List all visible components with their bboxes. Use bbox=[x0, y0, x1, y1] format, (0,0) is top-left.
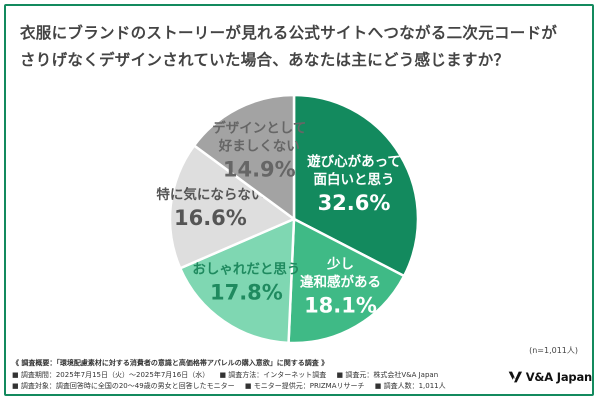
card-frame bbox=[4, 4, 594, 396]
logo-mark-icon bbox=[508, 371, 523, 383]
sample-size-label: (n=1,011人) bbox=[529, 346, 578, 355]
pie-slice-5 bbox=[192, 93, 296, 222]
survey-method: ■ 調査方法：インターネット調査 bbox=[219, 370, 327, 379]
company-logo: V&A Japan bbox=[508, 364, 592, 390]
slice-label-1-line1: 遊び心があって bbox=[307, 153, 401, 170]
slice-value-1: 32.6% bbox=[318, 191, 391, 215]
logo-text: V&A Japan bbox=[525, 370, 592, 384]
slice-value-2: 18.1% bbox=[304, 293, 377, 317]
slice-label-5-line1: デザインとして bbox=[212, 119, 306, 136]
survey-overview: 《 調査概要：「環境配慮素材に対する消費者の意識と高価格帯アパレルの購入意欲」に… bbox=[12, 358, 502, 393]
slice-label-4-line1: 特に気にならない bbox=[156, 186, 264, 203]
pie-slice-2 bbox=[287, 216, 406, 345]
slice-value-5: 14.9% bbox=[223, 157, 296, 181]
survey-period: ■ 調査期間：2025年7月15日（火）〜2025年7月16日（水） bbox=[12, 370, 210, 379]
slice-label-1-line2: 面白いと思う bbox=[314, 171, 395, 188]
chart-title-line1: 衣服にブランドのストーリーが見れる公式サイトへつながる二次元コードが bbox=[20, 24, 558, 42]
slice-label-5-line2: 好ましくない bbox=[218, 137, 300, 154]
slice-value-4: 16.6% bbox=[174, 206, 247, 230]
survey-title: 《 調査概要：「環境配慮素材に対する消費者の意識と高価格帯アパレルの購入意欲」に… bbox=[12, 359, 329, 367]
slice-value-3: 17.8% bbox=[210, 281, 283, 305]
chart-title: 衣服にブランドのストーリーが見れる公式サイトへつながる二次元コードが さりげなく… bbox=[20, 20, 580, 74]
pie-slice-4 bbox=[168, 143, 297, 270]
survey-count: ■ 調査人数：1,011人 bbox=[374, 382, 446, 390]
survey-org: ■ 調査元：株式会社V&A Japan bbox=[336, 370, 439, 379]
chart-title-line2: さりげなくデザインされていた場合、あなたは主にどう感じますか？ bbox=[20, 51, 510, 69]
pie-slice-3 bbox=[178, 217, 296, 345]
survey-provider: ■ モニター提供元：PRIZMAリサーチ bbox=[244, 382, 365, 390]
survey-target: ■ 調査対象：調査回答時に全国の20〜49歳の男女と回答したモニター bbox=[12, 382, 235, 390]
pie-slice-1 bbox=[292, 93, 420, 278]
slice-label-2-line2: 違和感がある bbox=[300, 273, 381, 290]
slice-label-2-line1: 少し bbox=[326, 256, 354, 272]
slice-label-3-line1: おしゃれだと思う bbox=[192, 262, 300, 278]
